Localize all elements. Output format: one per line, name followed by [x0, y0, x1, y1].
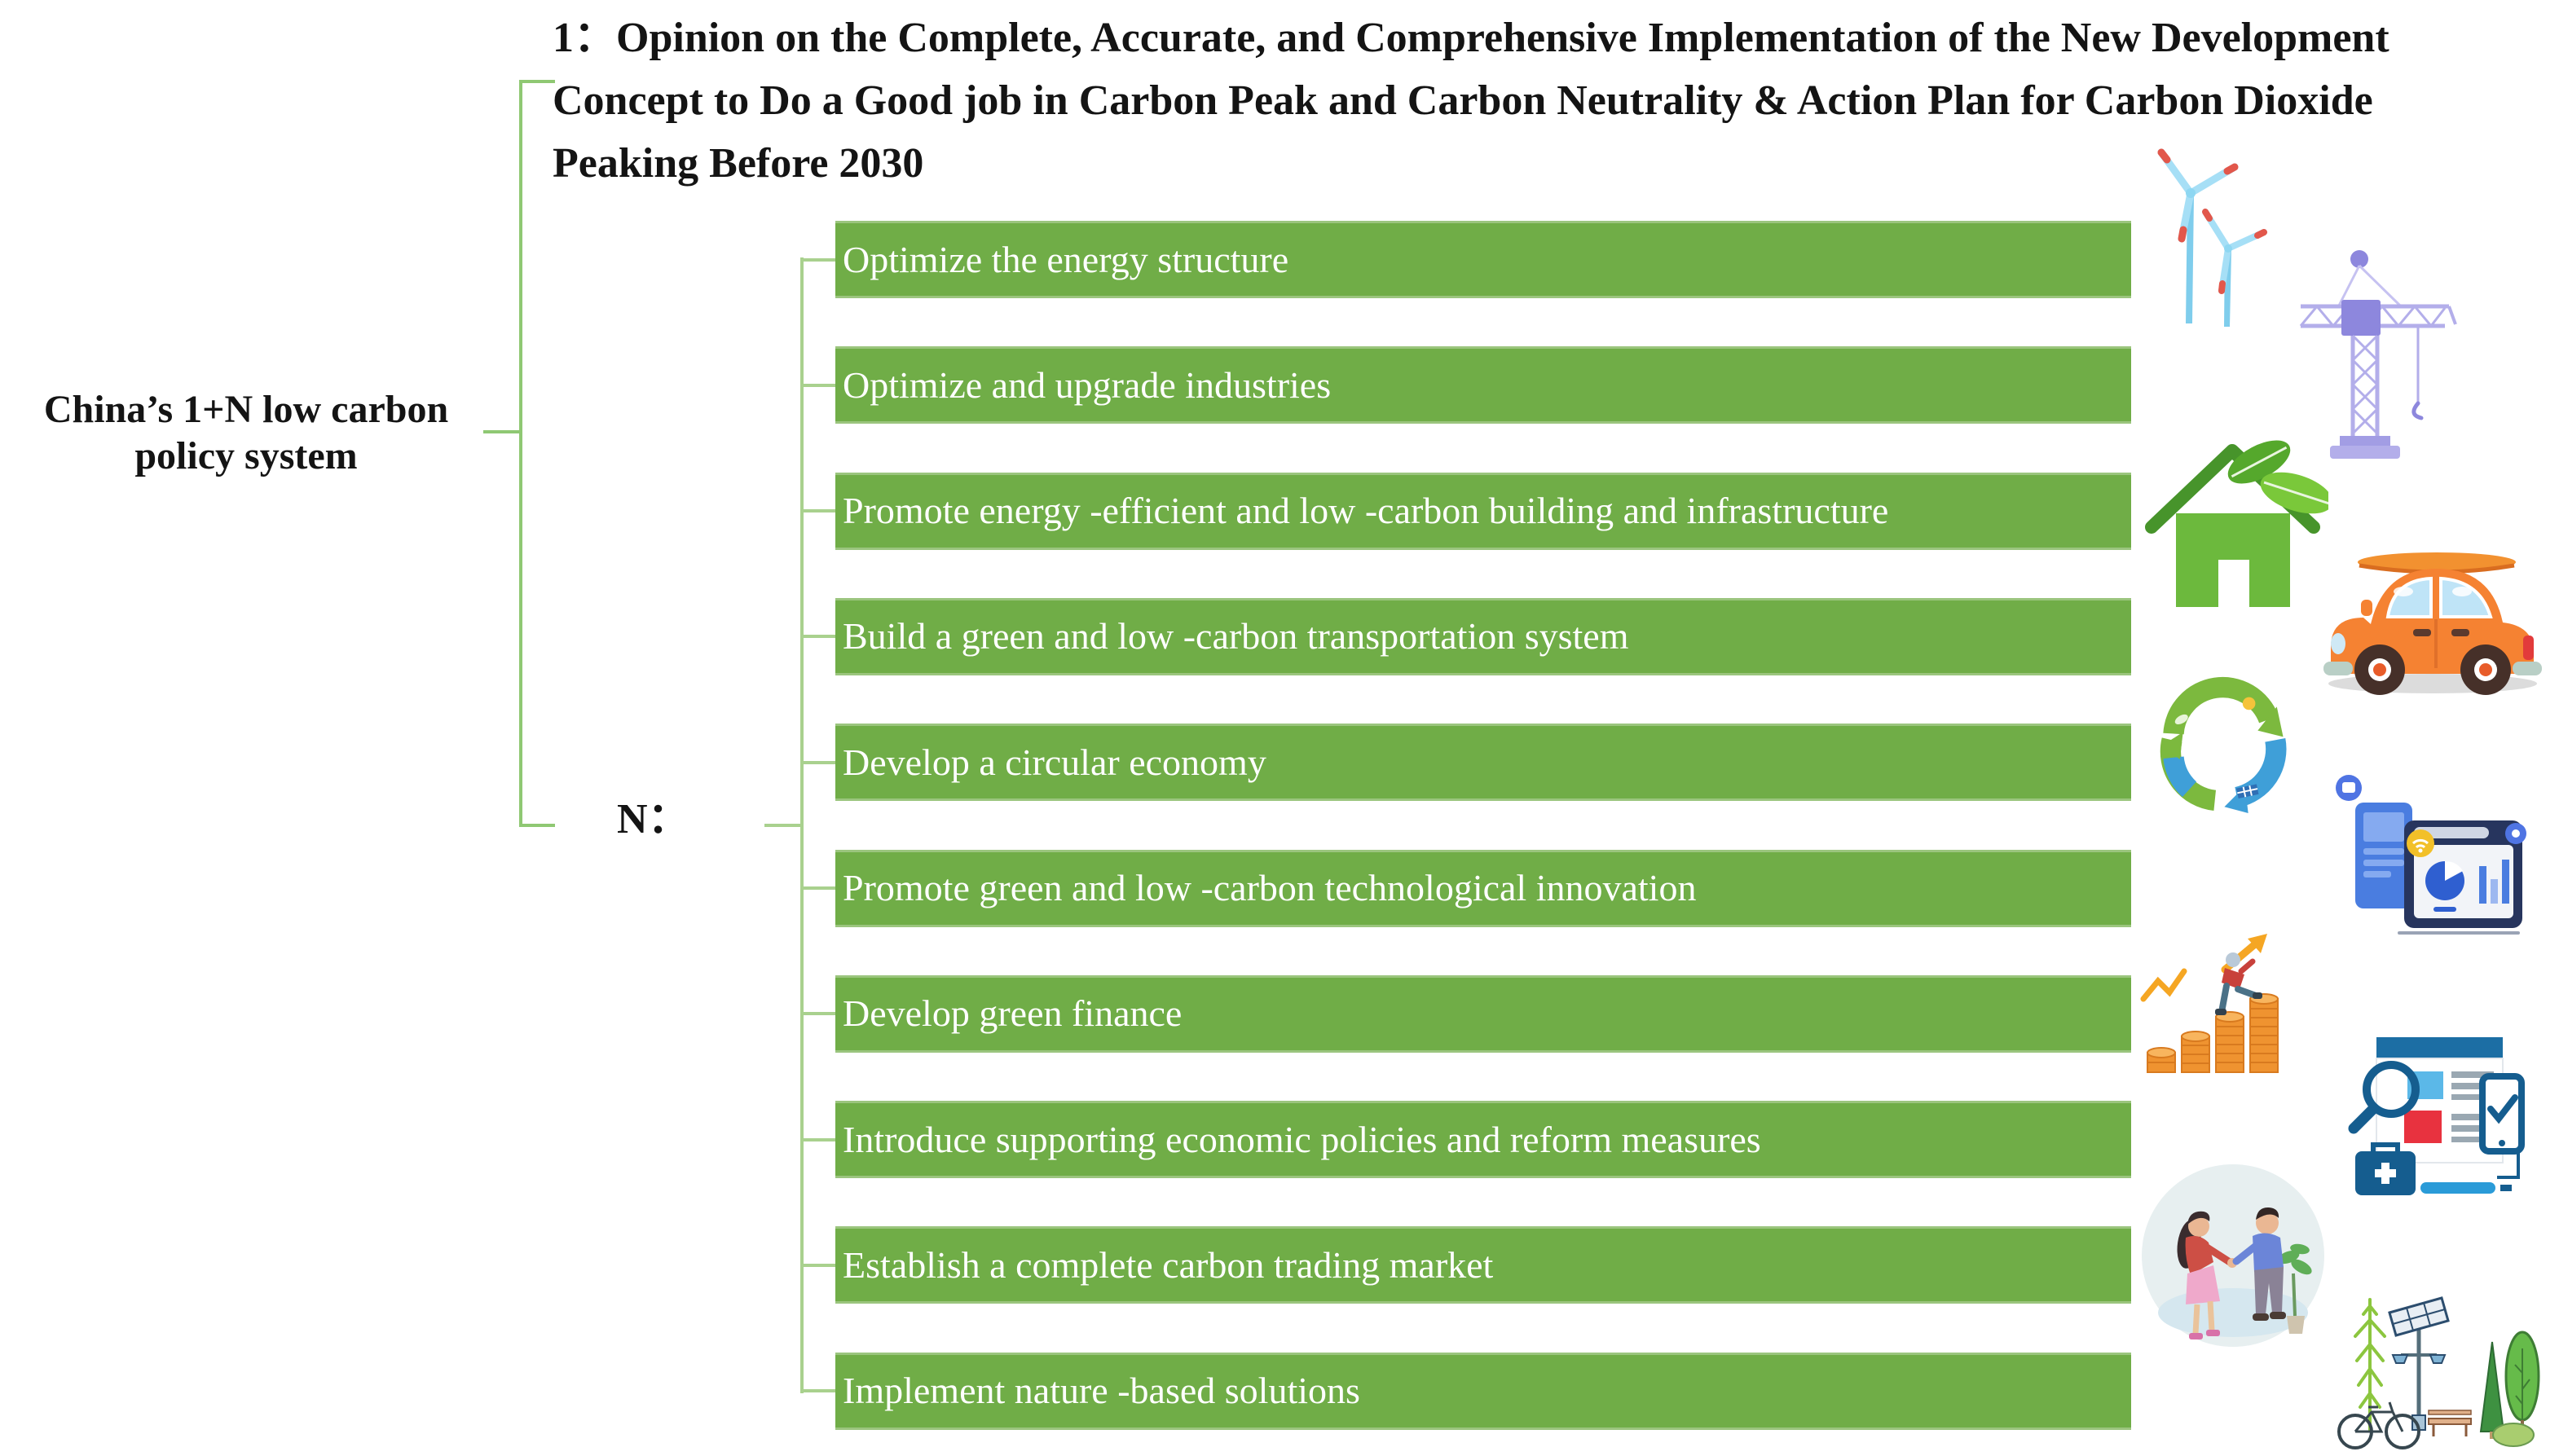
policy-bar: Optimize the energy structure — [835, 221, 2131, 298]
policy-bar: Develop green finance — [835, 974, 2131, 1053]
connector-bar-stub — [800, 257, 835, 262]
connector-bar-stub — [800, 635, 835, 639]
policy-label: Implement nature -based solutions — [843, 1370, 1360, 1412]
connector-bar-stub — [800, 1012, 835, 1016]
connector-title-stub — [522, 80, 555, 83]
connector-n-line — [764, 824, 800, 827]
connector-bar-stub — [800, 886, 835, 890]
handshake-icon — [2134, 1153, 2333, 1357]
policy-bar: Develop a circular economy — [835, 724, 2131, 802]
policy-label: Optimize and upgrade industries — [843, 363, 1332, 406]
construction-crane-icon — [2294, 228, 2457, 460]
policy-label: Develop green finance — [843, 992, 1183, 1035]
connector-main-bracket — [519, 80, 522, 827]
policy-bar: Optimize and upgrade industries — [835, 346, 2131, 424]
policy-label: Promote green and low -carbon technologi… — [843, 867, 1697, 908]
recycling-economy-icon — [2142, 668, 2301, 831]
policy-bar: Build a green and low -carbon transporta… — [835, 597, 2131, 675]
policy-bar: Introduce supporting economic policies a… — [835, 1101, 2131, 1179]
connector-bar-stub — [800, 1263, 835, 1267]
analytics-dashboard-icon — [2332, 770, 2528, 941]
connector-bar-stub — [800, 383, 835, 387]
policy-label: Develop a circular economy — [843, 741, 1266, 783]
connector-sub-bracket — [800, 257, 804, 1393]
wind-turbines-icon — [2143, 134, 2270, 330]
eco-house-icon — [2137, 403, 2328, 611]
policy-bar: Establish a complete carbon trading mark… — [835, 1226, 2131, 1304]
connector-bar-stub — [800, 509, 835, 513]
root-node-label: China’s 1+N low carbon policy system — [43, 388, 449, 477]
policy-label: Build a green and low -carbon transporta… — [843, 615, 1629, 658]
nature-solutions-icon — [2332, 1275, 2540, 1456]
policy-label: Optimize the energy structure — [843, 238, 1289, 280]
connector-n-stub — [522, 824, 555, 827]
policy-bar: Promote green and low -carbon technologi… — [835, 849, 2131, 927]
policy-label: Introduce supporting economic policies a… — [843, 1118, 1761, 1160]
connector-root-stub — [483, 430, 519, 433]
branch-n-label: N： — [617, 796, 690, 842]
connector-bar-stub — [800, 760, 835, 764]
finance-growth-icon — [2137, 921, 2292, 1080]
connector-bar-stub — [800, 1137, 835, 1141]
connector-bar-stub — [800, 1389, 835, 1393]
policy-label: Promote energy -efficient and low -carbo… — [843, 490, 1889, 532]
branch-one-title: 1：Opinion on the Complete, Accurate, and… — [553, 15, 2389, 187]
car-icon — [2319, 531, 2547, 701]
policy-audit-icon — [2329, 1031, 2525, 1206]
policy-bar: Implement nature -based solutions — [835, 1352, 2131, 1430]
policy-label: Establish a complete carbon trading mark… — [843, 1243, 1494, 1286]
policy-bar: Promote energy -efficient and low -carbo… — [835, 472, 2131, 550]
